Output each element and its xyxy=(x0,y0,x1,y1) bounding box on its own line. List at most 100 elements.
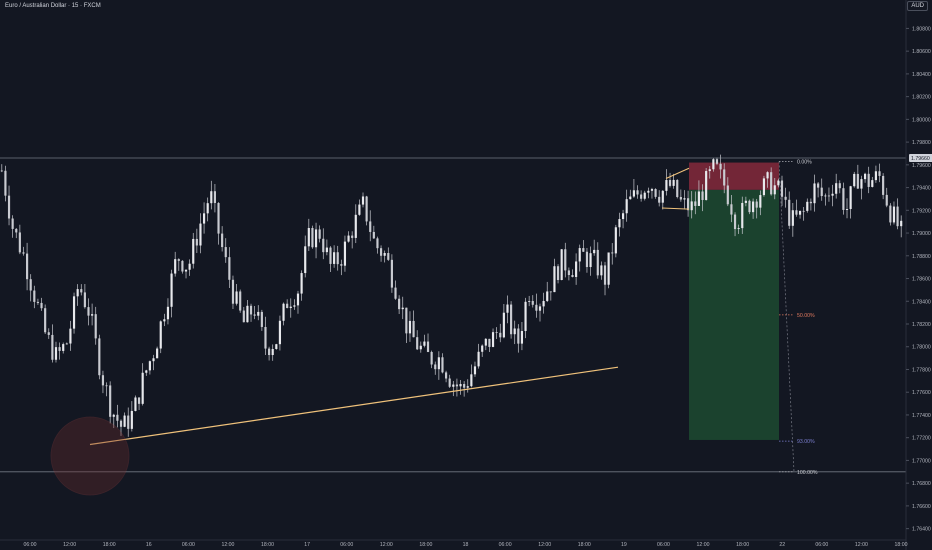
candle-body xyxy=(791,210,794,226)
candle-body xyxy=(54,347,58,360)
candle-body xyxy=(517,328,520,344)
candle-body xyxy=(434,364,437,370)
candle-body xyxy=(802,210,805,212)
candle-body xyxy=(538,306,542,311)
candle-body xyxy=(210,191,213,204)
candle-body xyxy=(900,220,903,227)
candle-body xyxy=(101,375,105,386)
time-tick-label: 18:00 xyxy=(895,542,908,548)
candle-body xyxy=(379,248,383,256)
time-tick-label: 06:00 xyxy=(499,542,512,548)
candle-body xyxy=(694,201,697,206)
candle-body xyxy=(441,357,444,373)
candle-body xyxy=(838,183,841,189)
candle-body xyxy=(260,311,263,327)
drawings[interactable] xyxy=(0,157,906,496)
candle-body xyxy=(607,252,610,285)
candle-body xyxy=(282,303,285,321)
candle-body xyxy=(773,185,776,195)
candle-body xyxy=(383,253,386,256)
candle-body xyxy=(520,331,524,344)
candle-body xyxy=(618,219,621,228)
candle-body xyxy=(206,203,209,214)
candle-body xyxy=(556,266,560,281)
candle-body xyxy=(51,334,54,360)
price-tick-label: 1.77000 xyxy=(912,458,931,464)
candle-body xyxy=(333,252,336,264)
candle-body xyxy=(163,319,166,322)
time-tick-label: 18:00 xyxy=(419,542,432,548)
candle-body xyxy=(683,198,686,200)
candle-body xyxy=(192,238,195,264)
time-tick-label: 18:00 xyxy=(103,542,116,548)
time-tick-label: 19 xyxy=(621,542,627,548)
candle-body xyxy=(853,173,856,187)
candle-body xyxy=(452,384,455,387)
candle-body xyxy=(759,195,762,208)
candle-body xyxy=(546,291,549,301)
candle-body xyxy=(481,345,484,352)
candle-body xyxy=(892,206,896,223)
candle-body xyxy=(824,195,827,197)
position-zones[interactable] xyxy=(689,162,779,440)
candle-body xyxy=(571,274,574,277)
candle-body xyxy=(856,173,859,189)
candle-body xyxy=(361,196,365,205)
currency-box[interactable]: AUD xyxy=(907,1,928,11)
price-tick-label: 1.79600 xyxy=(912,163,931,169)
time-tick-label: 12:00 xyxy=(63,542,76,548)
candle-body xyxy=(65,343,68,345)
candle-body xyxy=(293,305,296,307)
candle-body xyxy=(723,169,726,186)
candle-body xyxy=(26,253,29,280)
candle-body xyxy=(87,307,90,316)
candle-body xyxy=(549,291,552,293)
candle-body xyxy=(174,259,177,274)
candle-body xyxy=(835,183,838,194)
candle-body xyxy=(867,173,870,187)
candle-body xyxy=(69,328,72,344)
candle-body xyxy=(242,310,245,323)
candle-body xyxy=(473,366,477,375)
candle-body xyxy=(860,179,863,189)
candle-body xyxy=(15,228,18,233)
candle-body xyxy=(643,192,646,199)
candle-body xyxy=(325,247,328,253)
flag-top-line xyxy=(665,167,690,179)
price-tick-label: 1.80400 xyxy=(912,72,931,78)
candle-body xyxy=(488,338,491,347)
candle-body xyxy=(502,312,505,338)
candle-body xyxy=(7,195,11,219)
fib-levels[interactable]: 0.00% 50.00% 93.00% 100.00% xyxy=(778,159,818,476)
candle-body xyxy=(444,372,448,379)
candle-body xyxy=(658,196,661,203)
candle-body xyxy=(531,301,534,305)
candle-body xyxy=(560,249,563,281)
candle-body xyxy=(788,199,791,226)
candle-body xyxy=(296,293,300,306)
candle-body xyxy=(394,287,397,299)
candle-body xyxy=(224,247,227,258)
candle-body xyxy=(105,385,108,387)
current-price-badge xyxy=(909,154,932,163)
candle-body xyxy=(145,370,148,373)
candle-body xyxy=(40,302,43,309)
candle-body xyxy=(166,306,170,320)
time-tick-label: 12:00 xyxy=(221,542,234,548)
candle-body xyxy=(62,344,65,351)
trendline xyxy=(89,366,619,446)
candle-body xyxy=(127,415,130,429)
currency-label[interactable]: AUD xyxy=(907,1,928,11)
candle-body xyxy=(231,279,235,304)
candle-body xyxy=(528,301,531,302)
candle-body xyxy=(228,257,231,280)
time-tick-label: 18 xyxy=(463,542,469,548)
candle-body xyxy=(629,196,632,200)
candle-body xyxy=(726,185,729,205)
candle-body xyxy=(18,232,21,253)
time-tick-label: 06:00 xyxy=(24,542,37,548)
candle-body xyxy=(304,246,307,274)
